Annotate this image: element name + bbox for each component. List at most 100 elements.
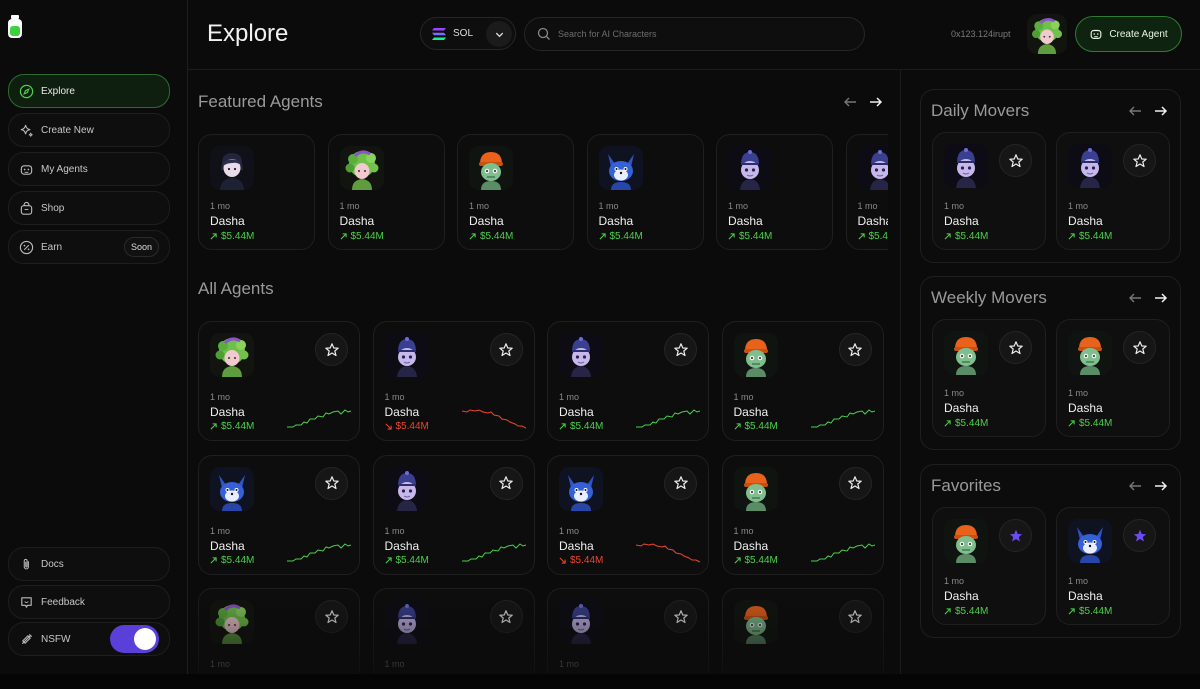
sidebar-item-earn[interactable]: Earn Soon bbox=[8, 230, 170, 264]
star-icon bbox=[1008, 340, 1023, 354]
featured-agent-card[interactable]: 1 mo Dasha $5.44M bbox=[457, 134, 574, 250]
compass-icon bbox=[19, 84, 34, 98]
agent-name: Dasha bbox=[1068, 401, 1103, 415]
sidebar-item-label: Shop bbox=[41, 202, 65, 214]
sidebar-item-feedback[interactable]: Feedback bbox=[8, 585, 170, 619]
favorite-button[interactable] bbox=[999, 144, 1032, 177]
sidebar-item-shop[interactable]: Shop bbox=[8, 191, 170, 225]
app-logo[interactable] bbox=[7, 15, 23, 39]
agent-card[interactable]: 1 mo Dasha $5.44M bbox=[721, 321, 884, 441]
favorite-button[interactable] bbox=[1123, 519, 1156, 552]
agent-card[interactable]: 1 mo Dasha $5.44M bbox=[547, 321, 709, 441]
mover-card[interactable]: 1 mo Dasha $5.44M bbox=[1056, 507, 1170, 625]
agent-name: Dasha bbox=[1068, 589, 1103, 603]
sidebar-item-explore[interactable]: Explore bbox=[8, 74, 170, 108]
favorite-button[interactable] bbox=[838, 333, 872, 366]
favorites-panel: Favorites 1 mo Dasha $5.44M 1 mo Dasha $5.44M bbox=[920, 464, 1181, 638]
agent-avatar bbox=[944, 519, 988, 563]
agent-avatar bbox=[469, 146, 513, 190]
agent-avatar bbox=[559, 333, 603, 377]
featured-agent-card[interactable]: 1 mo Dasha $5.44M bbox=[327, 134, 445, 250]
favorite-button[interactable] bbox=[999, 519, 1032, 552]
price-value: $5.44M bbox=[395, 421, 429, 432]
featured-agent-card[interactable]: 1 mo Dasha $5.44M bbox=[198, 134, 315, 250]
arrow-right-icon[interactable] bbox=[1153, 478, 1169, 494]
trend-up-icon bbox=[944, 233, 951, 240]
wallet-address[interactable]: 0x123.124irupt bbox=[951, 29, 1011, 39]
nsfw-toggle[interactable] bbox=[110, 625, 159, 653]
favorite-button[interactable] bbox=[1123, 144, 1156, 177]
agent-card[interactable]: 1 mo bbox=[372, 588, 535, 674]
chevron-down-icon[interactable] bbox=[486, 21, 512, 47]
agent-card[interactable]: 1 mo Dasha $5.44M bbox=[372, 321, 535, 441]
medusa-avatar-image bbox=[339, 146, 384, 190]
arrow-left-icon[interactable] bbox=[1127, 103, 1143, 119]
featured-agent-card[interactable]: 1 mo Dasha $5.44M bbox=[716, 134, 833, 250]
favorite-button[interactable] bbox=[838, 600, 872, 633]
agent-avatar bbox=[1068, 331, 1112, 375]
agent-age: 1 mo bbox=[733, 392, 754, 402]
agent-card[interactable]: 1 mo bbox=[547, 588, 709, 674]
zombie-avatar-image bbox=[944, 331, 988, 375]
mover-card[interactable]: 1 mo Dasha $5.44M bbox=[932, 132, 1046, 250]
create-agent-button[interactable]: Create Agent bbox=[1075, 16, 1182, 52]
featured-agent-card[interactable]: 1 mo Dasha $5.44M bbox=[845, 134, 888, 250]
favorite-button[interactable] bbox=[1123, 331, 1156, 364]
featured-agent-card[interactable]: 1 mo Dasha $5.44M bbox=[586, 134, 704, 250]
agent-avatar bbox=[598, 146, 643, 190]
currency-selector[interactable]: SOL bbox=[420, 17, 516, 50]
zombie-avatar-image bbox=[733, 333, 778, 377]
agent-card[interactable] bbox=[721, 588, 884, 674]
favorite-button[interactable] bbox=[664, 333, 697, 366]
arrow-right-icon[interactable] bbox=[1153, 290, 1169, 306]
arrow-left-icon[interactable] bbox=[1127, 478, 1143, 494]
agent-card[interactable]: 1 mo Dasha $5.44M bbox=[198, 454, 360, 575]
agent-card[interactable]: 1 mo Dasha $5.44M bbox=[721, 454, 884, 575]
sidebar-item-my-agents[interactable]: My Agents bbox=[8, 152, 170, 186]
mover-card[interactable]: 1 mo Dasha $5.44M bbox=[932, 507, 1046, 625]
zombie-avatar-image bbox=[944, 519, 988, 563]
agent-card[interactable]: 1 mo Dasha $5.44M bbox=[547, 454, 709, 575]
sidebar-item-label: Feedback bbox=[41, 596, 85, 608]
arrow-left-icon[interactable] bbox=[842, 94, 858, 110]
agent-price: $5.44M bbox=[1068, 606, 1112, 617]
fox-avatar-image bbox=[598, 146, 643, 190]
mover-card[interactable]: 1 mo Dasha $5.44M bbox=[1056, 319, 1170, 437]
agent-card[interactable]: 1 mo Dasha $5.44M bbox=[372, 454, 535, 575]
search-input[interactable] bbox=[558, 29, 838, 39]
agent-name: Dasha bbox=[210, 538, 245, 553]
sidebar-item-create-new[interactable]: Create New bbox=[8, 113, 170, 147]
mover-card[interactable]: 1 mo Dasha $5.44M bbox=[932, 319, 1046, 437]
favorite-button[interactable] bbox=[664, 466, 697, 500]
agent-avatar bbox=[728, 146, 772, 190]
favorite-button[interactable] bbox=[489, 600, 523, 633]
agent-card[interactable]: 1 mo Dasha $5.44M bbox=[198, 321, 360, 441]
agent-price: $5.44M bbox=[340, 231, 384, 242]
trend-up-icon bbox=[734, 556, 741, 563]
agent-card[interactable]: 1 mo bbox=[198, 588, 360, 674]
arrow-left-icon[interactable] bbox=[1127, 290, 1143, 306]
favorite-button[interactable] bbox=[838, 466, 872, 500]
featured-title: Featured Agents bbox=[198, 92, 323, 111]
sidebar-item-docs[interactable]: Docs bbox=[8, 547, 170, 581]
favorite-button[interactable] bbox=[315, 600, 348, 633]
arrow-right-icon[interactable] bbox=[1153, 103, 1169, 119]
search-box bbox=[524, 17, 865, 51]
favorite-button[interactable] bbox=[315, 333, 348, 366]
favorite-button[interactable] bbox=[315, 466, 348, 500]
mover-card[interactable]: 1 mo Dasha $5.44M bbox=[1056, 132, 1170, 250]
favorite-button[interactable] bbox=[489, 333, 523, 366]
agent-age: 1 mo bbox=[210, 392, 231, 402]
favorite-button[interactable] bbox=[489, 466, 523, 500]
agent-age: 1 mo bbox=[210, 201, 231, 211]
favorite-button[interactable] bbox=[999, 331, 1032, 364]
arrow-right-icon[interactable] bbox=[868, 94, 884, 110]
favorite-button[interactable] bbox=[664, 600, 697, 633]
agent-avatar bbox=[733, 600, 778, 644]
price-value: $5.44M bbox=[350, 231, 384, 242]
price-value: $5.44M bbox=[221, 554, 255, 566]
ghost-avatar-image bbox=[559, 333, 603, 377]
agent-name: Dasha bbox=[944, 214, 979, 228]
user-avatar[interactable] bbox=[1027, 14, 1067, 54]
agent-avatar bbox=[384, 600, 429, 644]
